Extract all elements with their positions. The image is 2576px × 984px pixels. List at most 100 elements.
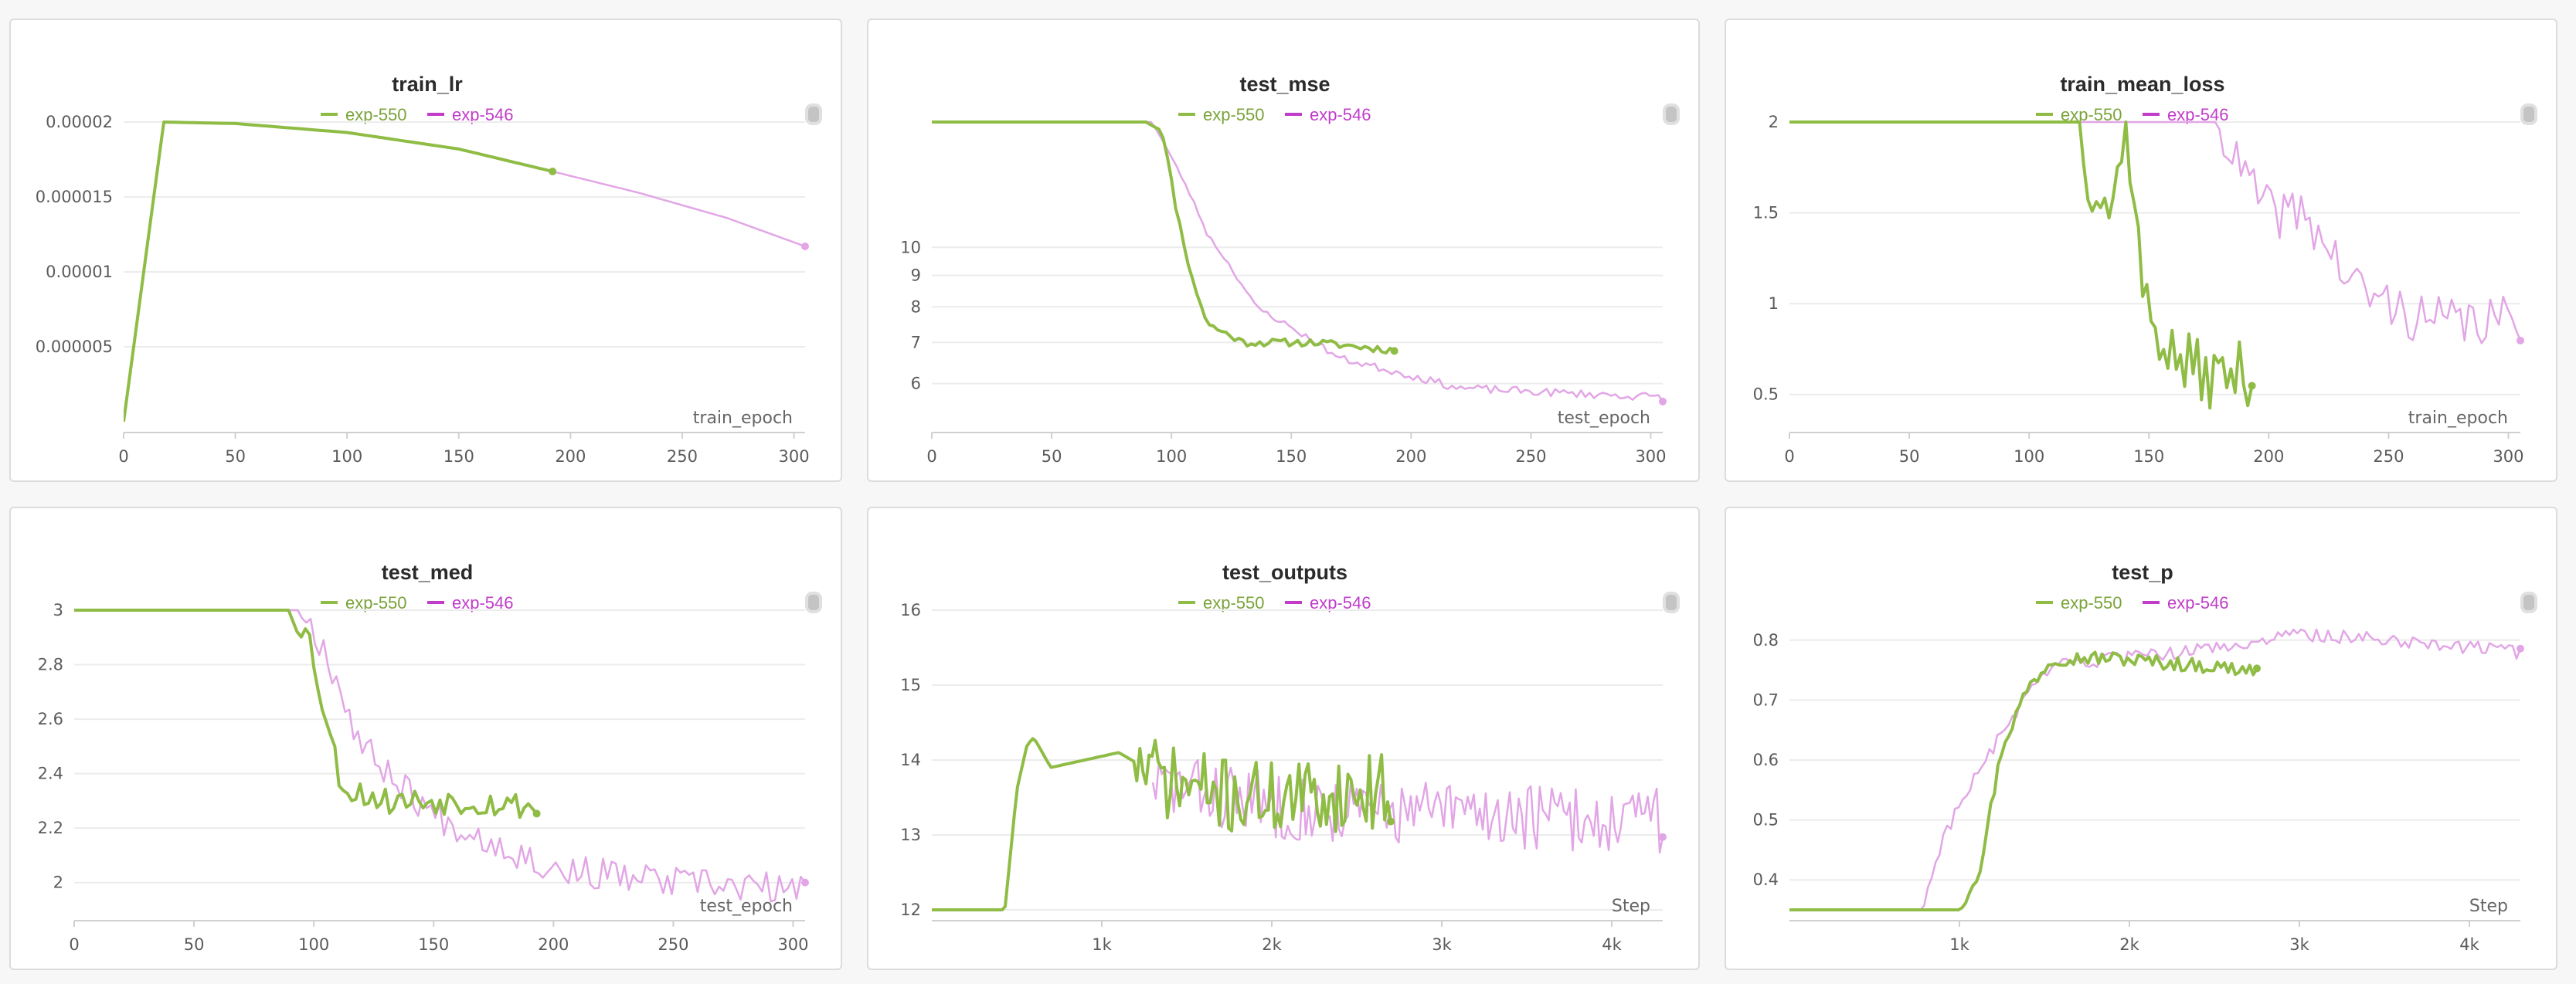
x-tick-label: 100 bbox=[2014, 447, 2044, 466]
series-end-point-exp-550 bbox=[2248, 382, 2256, 390]
legend-label-exp-546: exp-546 bbox=[1310, 593, 1371, 612]
series-line-exp-546 bbox=[1789, 628, 2522, 911]
chart-legend: exp-550 exp-546 bbox=[1178, 593, 1371, 612]
y-tick-label: 7 bbox=[911, 333, 921, 351]
x-axis-label: train_epoch bbox=[693, 409, 793, 428]
series-end-point-exp-550 bbox=[1387, 817, 1395, 826]
chart-svg: train_lr exp-550 exp-546 0.000005 0.00001 0.0… bbox=[36, 73, 822, 466]
y-tick-label: 16 bbox=[900, 601, 921, 619]
series-line-exp-550 bbox=[932, 120, 1395, 355]
y-tick-label: 0.4 bbox=[1753, 870, 1779, 889]
x-tick-label: 50 bbox=[225, 447, 246, 466]
panel-test-mse[interactable]: test_mse exp-550 exp-546 6 7 8 9 10 0 50 100 150 200… bbox=[867, 19, 1700, 482]
y-tick-label: 14 bbox=[900, 751, 921, 769]
y-tick-label: 2.2 bbox=[38, 819, 63, 837]
y-tick-label: 13 bbox=[900, 826, 921, 844]
series-end-point-exp-546 bbox=[2517, 336, 2524, 344]
x-tick-label: 150 bbox=[1276, 447, 1307, 466]
x-axis-label: train_epoch bbox=[2408, 409, 2508, 428]
series-end-point-exp-550 bbox=[549, 168, 557, 176]
panel-menu-handle-icon[interactable] bbox=[805, 592, 822, 613]
legend-label-exp-550: exp-550 bbox=[1203, 593, 1265, 612]
x-tick-label: 50 bbox=[1899, 447, 1920, 466]
x-tick-label: 100 bbox=[331, 447, 362, 466]
panel-menu-handle-icon[interactable] bbox=[805, 103, 822, 125]
y-tick-label: 2.4 bbox=[38, 765, 63, 783]
chart-svg: test_outputs exp-550 exp-546 12 13 14 15 16 1k 2k… bbox=[900, 561, 1680, 954]
series-line-exp-546 bbox=[74, 609, 807, 903]
y-tick-label: 0.7 bbox=[1753, 690, 1779, 709]
legend-label-exp-546: exp-546 bbox=[452, 105, 514, 124]
chart-svg: test_med exp-550 exp-546 2 2.2 2.4 2.6 2.8 3 0 50 1… bbox=[38, 561, 822, 954]
y-tick-label: 0.000015 bbox=[36, 188, 113, 206]
series-end-point-exp-546 bbox=[1659, 833, 1667, 841]
y-tick-label: 0.6 bbox=[1753, 751, 1779, 769]
x-tick-label: 3k bbox=[1432, 935, 1452, 954]
series-end-point-exp-550 bbox=[532, 809, 541, 818]
y-tick-label: 10 bbox=[900, 238, 921, 256]
legend-label-exp-550: exp-550 bbox=[345, 105, 407, 124]
series-line-exp-550 bbox=[1789, 120, 2254, 410]
x-axis-label: test_epoch bbox=[1558, 409, 1650, 428]
x-tick-label: 3k bbox=[2289, 935, 2309, 954]
y-tick-label: 0.5 bbox=[1753, 811, 1779, 830]
y-tick-label: 2 bbox=[1769, 113, 1779, 131]
x-tick-label: 250 bbox=[667, 447, 698, 466]
panel-menu-handle-icon[interactable] bbox=[2520, 592, 2537, 613]
y-tick-label: 8 bbox=[911, 297, 921, 316]
panel-test-med[interactable]: test_med exp-550 exp-546 2 2.2 2.4 2.6 2.8 3 0 50 1… bbox=[9, 507, 842, 970]
x-tick-label: 0 bbox=[69, 935, 79, 954]
y-tick-label: 12 bbox=[900, 901, 921, 919]
panel-menu-handle-icon[interactable] bbox=[2520, 103, 2537, 125]
panel-train-mean-loss[interactable]: train_mean_loss exp-550 exp-546 0.5 1 1.5 2 0 50… bbox=[1725, 19, 2557, 482]
chart-title: train_lr bbox=[392, 73, 463, 96]
series-end-point-exp-550 bbox=[2253, 664, 2261, 673]
y-tick-label: 1.5 bbox=[1753, 204, 1779, 222]
x-tick-label: 2k bbox=[1262, 935, 1282, 954]
chart-svg: test_p exp-550 exp-546 0.4 0.5 0.6 0.7 0.8 1k 2k 3… bbox=[1753, 561, 2537, 954]
x-tick-label: 150 bbox=[2133, 447, 2164, 466]
chart-legend: exp-550 exp-546 bbox=[321, 593, 514, 612]
x-tick-label: 300 bbox=[2493, 447, 2523, 466]
x-tick-label: 250 bbox=[1515, 447, 1546, 466]
chart-legend: exp-550 exp-546 bbox=[321, 105, 514, 124]
x-tick-label: 150 bbox=[443, 447, 474, 466]
panel-train-lr[interactable]: train_lr exp-550 exp-546 0.000005 0.00001 0.0… bbox=[9, 19, 842, 482]
series-line-exp-546 bbox=[1151, 758, 1664, 854]
chart-title: test_p bbox=[2112, 561, 2173, 584]
legend-label-exp-550: exp-550 bbox=[345, 593, 407, 612]
series-line-exp-546 bbox=[932, 120, 1664, 402]
x-tick-label: 300 bbox=[778, 447, 809, 466]
x-tick-label: 200 bbox=[1395, 447, 1426, 466]
panel-menu-handle-icon[interactable] bbox=[1663, 592, 1680, 613]
panel-test-outputs[interactable]: test_outputs exp-550 exp-546 12 13 14 15 16 1k 2k… bbox=[867, 507, 1700, 970]
chart-title: test_outputs bbox=[1222, 561, 1347, 584]
y-tick-label: 0.00001 bbox=[46, 263, 113, 281]
y-tick-label: 1 bbox=[1769, 294, 1779, 313]
series-end-point-exp-546 bbox=[801, 878, 809, 887]
x-tick-label: 0 bbox=[1784, 447, 1794, 466]
chart-title: train_mean_loss bbox=[2060, 73, 2224, 96]
x-tick-label: 200 bbox=[555, 447, 586, 466]
x-axis-label: Step bbox=[2469, 897, 2508, 916]
x-tick-label: 200 bbox=[538, 935, 569, 954]
chart-title: test_med bbox=[382, 561, 474, 584]
y-tick-label: 9 bbox=[911, 266, 921, 285]
panel-test-p[interactable]: test_p exp-550 exp-546 0.4 0.5 0.6 0.7 0.8 1k 2k 3… bbox=[1725, 507, 2557, 970]
y-tick-label: 0.00002 bbox=[46, 113, 113, 131]
series-line-exp-546 bbox=[1789, 120, 2522, 344]
series-end-point-exp-546 bbox=[801, 243, 809, 251]
series-end-point-exp-546 bbox=[2517, 644, 2524, 653]
x-tick-label: 250 bbox=[658, 935, 688, 954]
x-tick-label: 4k bbox=[1602, 935, 1622, 954]
x-tick-label: 100 bbox=[1156, 447, 1187, 466]
x-tick-label: 4k bbox=[2459, 935, 2479, 954]
legend-label-exp-546: exp-546 bbox=[2167, 593, 2229, 612]
y-tick-label: 3 bbox=[53, 601, 63, 619]
panel-menu-handle-icon[interactable] bbox=[1663, 103, 1680, 125]
y-tick-label: 2.6 bbox=[38, 710, 63, 728]
series-line-exp-550 bbox=[124, 120, 553, 422]
